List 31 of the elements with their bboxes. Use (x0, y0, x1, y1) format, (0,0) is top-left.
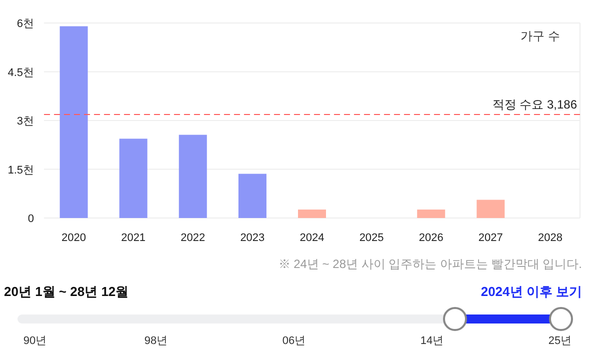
x-tick-label: 2022 (180, 232, 206, 244)
bar (60, 26, 88, 218)
y-tick-label: 4.5천 (8, 66, 34, 79)
text: ※ 24년 ~ 28년 사이 입주하는 아파트는 빨간막대 입니다. (278, 257, 582, 271)
text: 20년 1월 ~ 28년 12월 (4, 284, 129, 299)
bar (178, 134, 207, 218)
x-tick-label: 2021 (121, 232, 146, 244)
bar (119, 138, 148, 218)
x-tick-label: 2028 (538, 232, 562, 244)
bar (238, 174, 266, 218)
x-tick-label: 2026 (418, 232, 444, 244)
x-tick-label: 2024 (300, 232, 324, 244)
y-tick-label: 3천 (16, 116, 34, 128)
y-tick-label: 6천 (16, 18, 34, 30)
ref-line-label: 적정 수요 3,186 (492, 97, 578, 112)
text: 25년 (548, 335, 572, 347)
bar (476, 200, 505, 218)
bar (417, 210, 446, 218)
bar (298, 210, 326, 218)
text: 98년 (144, 335, 168, 347)
text: 2024년 이후 보기 (480, 284, 582, 299)
x-tick-label: 2027 (478, 232, 503, 244)
x-tick-label: 2020 (62, 232, 86, 244)
x-tick-label: 2023 (240, 232, 265, 244)
y-tick-label: 0 (28, 213, 34, 225)
y-tick-label: 1.5천 (8, 164, 34, 176)
x-tick-label: 2025 (359, 232, 384, 244)
text: 14년 (420, 335, 444, 347)
text: 06년 (282, 335, 306, 347)
annotation: 가구 수 (520, 29, 560, 43)
text: 90년 (23, 335, 47, 347)
